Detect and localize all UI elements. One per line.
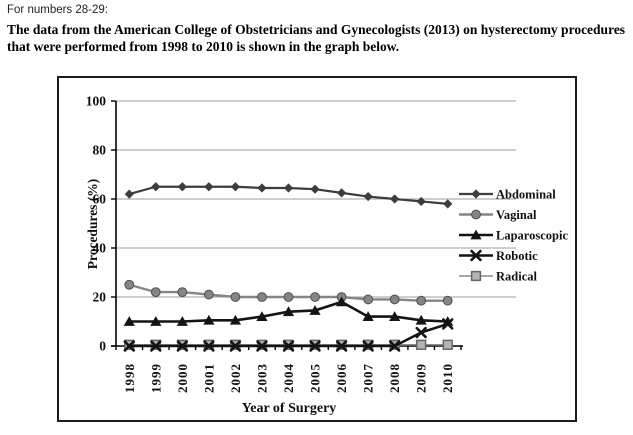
y-tick-60: 60 [93,192,107,207]
y-tick-20: 20 [93,290,107,305]
legend-item-laparoscopic: Laparoscopic [459,229,568,243]
legend: Abdominal Vaginal Laparoscopic Robotic Radic… [459,188,568,284]
y-axis-title: Procedures (%) [85,179,100,270]
x-axis-title: Year of Surgery [242,401,337,416]
x-tick-1999: 1999 [148,363,163,393]
question-description: The data from the American College of Ob… [7,22,626,54]
legend-item-robotic: Robotic [459,249,538,263]
legend-label-abdominal: Abdominal [496,188,556,202]
x-tick-2006: 2006 [334,363,349,393]
question-range-label: For numbers 28-29: [7,4,108,16]
series-laparoscopic [123,296,454,326]
chart-frame: 0 20 40 60 80 100 1998 1999 2000 2001 2002 2003 2004… [57,76,577,422]
x-tick-labels: 1998 1999 2000 2001 2002 2003 2004 2005 2006 2007… [122,363,455,393]
y-tick-40: 40 [93,241,107,256]
legend-item-radical: Radical [459,270,538,284]
x-tick-2001: 2001 [201,363,216,393]
y-tick-100: 100 [86,94,107,109]
x-tick-2003: 2003 [254,363,269,393]
x-tick-2000: 2000 [175,363,190,393]
x-tick-2007: 2007 [361,363,376,393]
legend-label-laparoscopic: Laparoscopic [496,229,568,243]
series-robotic [123,318,454,352]
y-tick-labels: 0 20 40 60 80 100 [86,94,107,354]
x-tick-2005: 2005 [308,363,323,393]
y-tick-80: 80 [93,143,107,158]
x-tick-2009: 2009 [414,363,429,393]
series-vaginal [124,279,453,306]
legend-item-abdominal: Abdominal [459,188,556,202]
x-tick-1998: 1998 [122,363,137,393]
legend-label-robotic: Robotic [496,249,538,263]
y-tick-0: 0 [99,339,106,354]
legend-item-vaginal: Vaginal [459,208,537,222]
x-tick-2002: 2002 [228,363,243,393]
x-tick-2010: 2010 [440,363,455,393]
gridlines [116,100,516,298]
procedures-chart: 0 20 40 60 80 100 1998 1999 2000 2001 2002 2003 2004… [85,94,568,417]
x-tick-2008: 2008 [387,363,402,393]
legend-label-radical: Radical [496,270,538,284]
series-abdominal [124,182,453,209]
x-tick-2004: 2004 [281,363,296,393]
legend-label-vaginal: Vaginal [496,208,537,222]
